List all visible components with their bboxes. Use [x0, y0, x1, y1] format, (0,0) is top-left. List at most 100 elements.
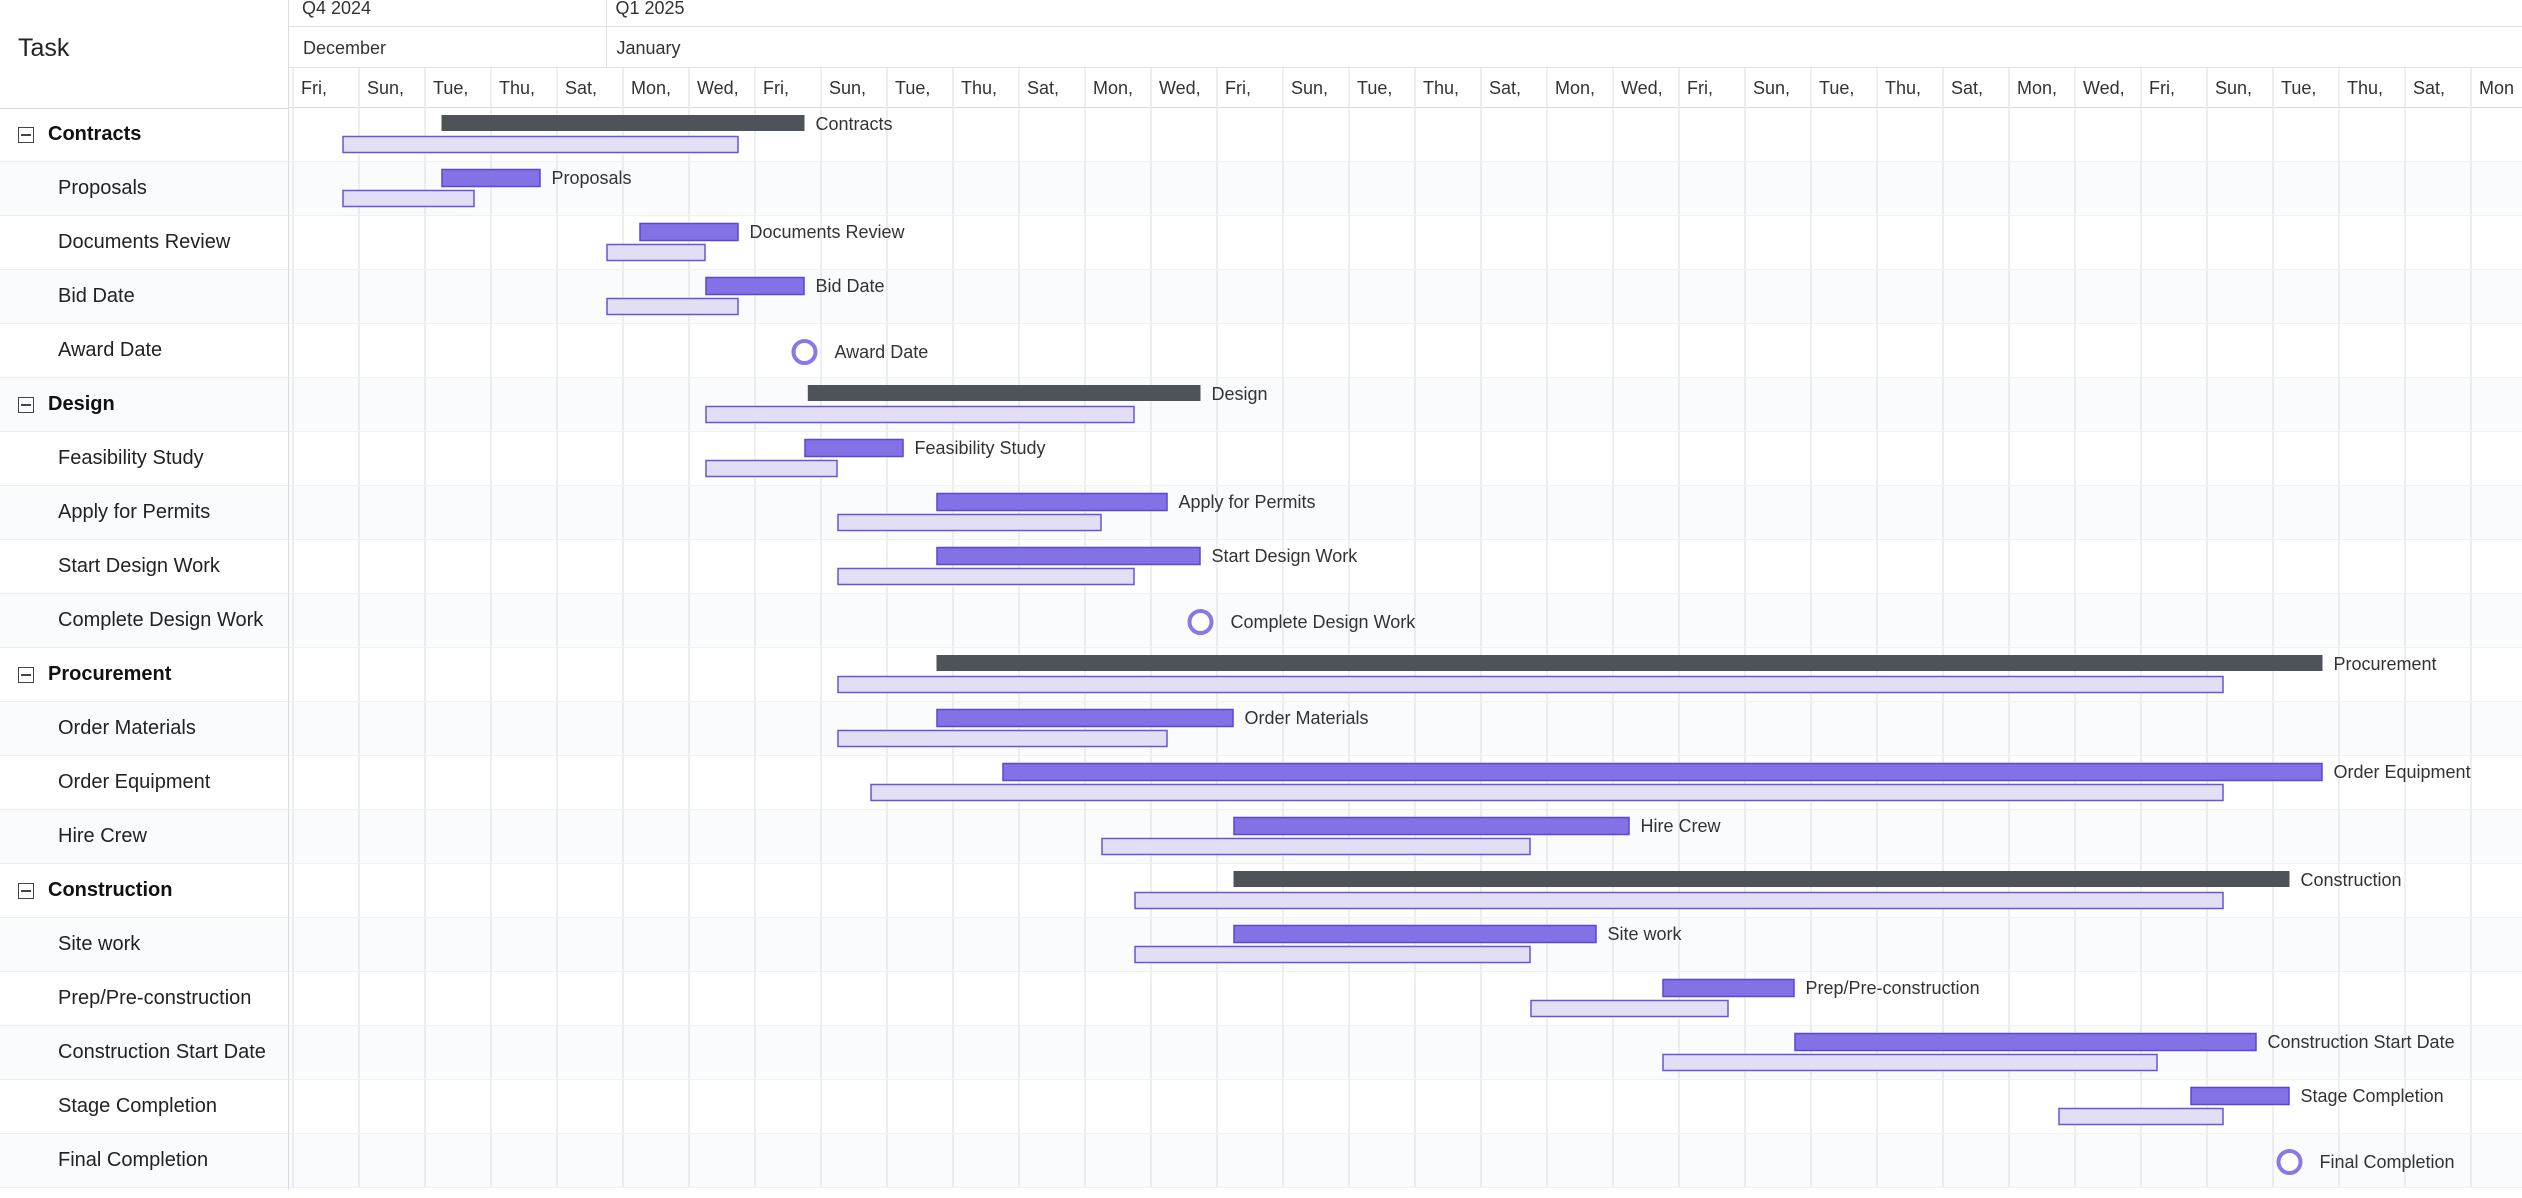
timeline-row-bg — [289, 1134, 2522, 1188]
day-label: Thu, — [961, 78, 997, 98]
bar-label: Hire Crew — [1641, 816, 1722, 836]
task-row-final-completion[interactable]: Final Completion — [0, 1134, 288, 1188]
task-bar-apply-for-permits[interactable] — [936, 492, 1168, 512]
bar-label: Construction Start Date — [2268, 1032, 2455, 1052]
task-label: Complete Design Work — [58, 609, 264, 631]
task-row-procurement[interactable]: Procurement — [0, 648, 288, 702]
task-row-hire-crew[interactable]: Hire Crew — [0, 810, 288, 864]
task-row-proposals[interactable]: Proposals — [0, 162, 288, 216]
task-label: Documents Review — [58, 231, 231, 253]
day-label: Wed, — [1621, 78, 1663, 98]
day-label: Sun, — [367, 78, 404, 98]
task-bar-stage-completion[interactable] — [2190, 1086, 2290, 1106]
task-grid-header: Task — [0, 0, 288, 109]
day-label: Fri, — [1687, 78, 1713, 98]
task-row-construction[interactable]: Construction — [0, 864, 288, 918]
task-bar-feasibility-study[interactable] — [804, 438, 904, 458]
task-row-order-materials[interactable]: Order Materials — [0, 702, 288, 756]
task-label: Site work — [58, 933, 141, 955]
day-label: Sun, — [1753, 78, 1790, 98]
day-label: Wed, — [2083, 78, 2125, 98]
task-label: Award Date — [58, 339, 163, 361]
day-label: Tue, — [895, 78, 930, 98]
baseline-bar-order-materials — [837, 729, 1168, 748]
bar-label: Documents Review — [750, 222, 906, 242]
task-bar-proposals[interactable] — [441, 168, 541, 188]
task-label: Prep/Pre-construction — [58, 987, 252, 1009]
task-row-order-equipment[interactable]: Order Equipment — [0, 756, 288, 810]
task-label: Construction — [48, 879, 173, 901]
task-label: Order Equipment — [58, 771, 211, 793]
summary-bar-design[interactable] — [807, 385, 1201, 401]
timeline-row-bg — [289, 378, 2522, 432]
summary-bar-contracts[interactable] — [441, 115, 805, 131]
task-bar-prep-pre-construction[interactable] — [1662, 978, 1795, 998]
bar-label: Start Design Work — [1212, 546, 1359, 566]
day-label: Tue, — [2281, 78, 2316, 98]
day-label: Thu, — [2347, 78, 2383, 98]
task-row-feasibility-study[interactable]: Feasibility Study — [0, 432, 288, 486]
timeline-row-bg — [289, 540, 2522, 594]
collapse-icon[interactable] — [18, 397, 34, 413]
collapse-icon[interactable] — [18, 883, 34, 899]
summary-bar-procurement[interactable] — [936, 655, 2323, 671]
milestone-final-completion[interactable] — [2276, 1149, 2303, 1175]
baseline-bar-order-equipment — [870, 783, 2224, 802]
task-bar-order-equipment[interactable] — [1002, 762, 2323, 782]
task-row-prep-pre-construction[interactable]: Prep/Pre-construction — [0, 972, 288, 1026]
bar-label: Contracts — [816, 114, 893, 134]
bar-label: Design — [1212, 384, 1268, 404]
task-label: Hire Crew — [58, 825, 147, 847]
task-bar-hire-crew[interactable] — [1233, 816, 1630, 836]
task-row-stage-completion[interactable]: Stage Completion — [0, 1080, 288, 1134]
baseline-bar-apply-for-permits — [837, 513, 1102, 532]
task-bar-site-work[interactable] — [1233, 924, 1597, 944]
task-label: Order Materials — [58, 717, 196, 739]
quarter-label: Q4 2024 — [302, 0, 371, 18]
task-row-construction-start-date[interactable]: Construction Start Date — [0, 1026, 288, 1080]
timeline-row-bg — [289, 270, 2522, 324]
day-label: Sat, — [565, 78, 597, 98]
baseline-bar-procurement — [837, 675, 2224, 694]
task-bar-start-design-work[interactable] — [936, 546, 1201, 566]
task-row-award-date[interactable]: Award Date — [0, 324, 288, 378]
milestone-complete-design-work[interactable] — [1187, 609, 1214, 635]
task-label: Proposals — [58, 177, 147, 199]
day-label: Tue, — [1819, 78, 1854, 98]
day-label: Thu, — [1885, 78, 1921, 98]
collapse-icon[interactable] — [18, 127, 34, 143]
task-label: Construction Start Date — [58, 1041, 266, 1063]
task-bar-bid-date[interactable] — [705, 276, 805, 296]
baseline-bar-contracts — [342, 135, 739, 154]
day-label: Sat, — [1027, 78, 1059, 98]
task-row-contracts[interactable]: Contracts — [0, 108, 288, 162]
quarter-label: Q1 2025 — [616, 0, 685, 18]
task-row-documents-review[interactable]: Documents Review — [0, 216, 288, 270]
summary-bar-construction[interactable] — [1233, 871, 2290, 887]
task-row-bid-date[interactable]: Bid Date — [0, 270, 288, 324]
timeline-row-bg — [289, 216, 2522, 270]
bar-label: Bid Date — [816, 276, 885, 296]
day-label: Thu, — [499, 78, 535, 98]
task-label: Design — [48, 393, 115, 415]
task-bar-construction-start-date[interactable] — [1794, 1032, 2257, 1052]
bar-label: Procurement — [2334, 654, 2437, 674]
day-label: Sat, — [2413, 78, 2445, 98]
task-bar-order-materials[interactable] — [936, 708, 1234, 728]
bar-label: Apply for Permits — [1179, 492, 1316, 512]
bar-label: Site work — [1608, 924, 1683, 944]
task-row-site-work[interactable]: Site work — [0, 918, 288, 972]
baseline-bar-feasibility-study — [705, 459, 838, 478]
milestone-label: Complete Design Work — [1231, 612, 1417, 632]
task-row-apply-for-permits[interactable]: Apply for Permits — [0, 486, 288, 540]
task-row-start-design-work[interactable]: Start Design Work — [0, 540, 288, 594]
task-bar-documents-review[interactable] — [639, 222, 739, 242]
bar-label: Order Equipment — [2334, 762, 2471, 782]
task-column-header[interactable]: Task — [18, 34, 70, 62]
task-row-design[interactable]: Design — [0, 378, 288, 432]
task-label: Final Completion — [58, 1149, 209, 1171]
collapse-icon[interactable] — [18, 667, 34, 683]
milestone-award-date[interactable] — [791, 339, 818, 365]
task-row-complete-design-work[interactable]: Complete Design Work — [0, 594, 288, 648]
